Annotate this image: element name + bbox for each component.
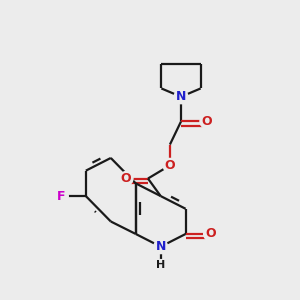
Circle shape <box>163 158 177 172</box>
Text: F: F <box>57 190 66 202</box>
Text: O: O <box>205 227 216 241</box>
Circle shape <box>54 189 68 203</box>
Circle shape <box>154 240 168 254</box>
Circle shape <box>119 172 133 185</box>
Text: N: N <box>176 90 186 103</box>
Text: O: O <box>165 159 175 172</box>
Text: O: O <box>121 172 131 185</box>
Text: O: O <box>202 115 212 128</box>
Circle shape <box>200 115 214 128</box>
Circle shape <box>204 227 218 241</box>
Text: H: H <box>156 260 165 270</box>
Text: N: N <box>155 240 166 253</box>
Circle shape <box>174 90 188 104</box>
Circle shape <box>156 260 166 270</box>
